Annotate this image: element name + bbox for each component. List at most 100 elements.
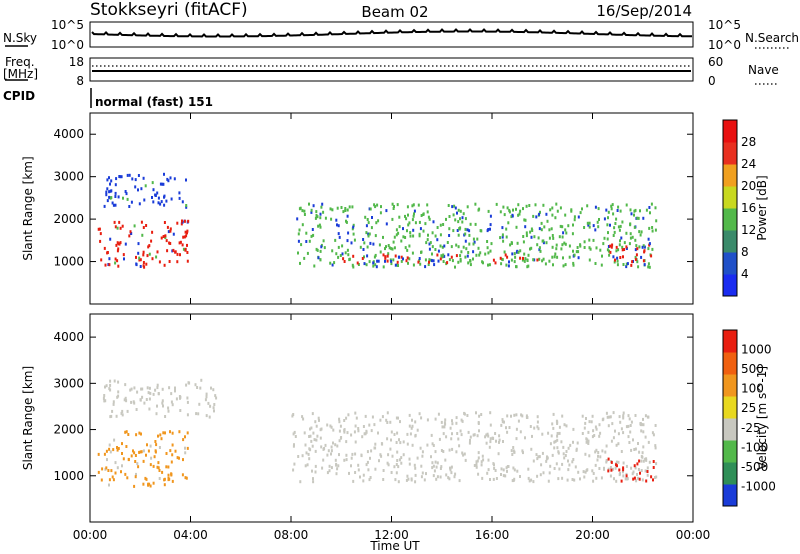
data-point bbox=[553, 467, 556, 470]
data-point bbox=[494, 469, 497, 472]
data-point bbox=[610, 207, 613, 211]
x-tick-label: 20:00 bbox=[575, 528, 610, 542]
data-point bbox=[627, 435, 630, 439]
data-point bbox=[592, 429, 595, 433]
data-point bbox=[576, 246, 579, 249]
data-point bbox=[515, 265, 517, 269]
data-point bbox=[605, 208, 608, 212]
data-point bbox=[607, 469, 610, 473]
data-point bbox=[432, 464, 435, 468]
data-point bbox=[156, 404, 158, 408]
data-point bbox=[186, 259, 189, 263]
data-point bbox=[340, 206, 343, 209]
data-point bbox=[579, 211, 582, 215]
data-point bbox=[372, 264, 375, 268]
data-point bbox=[142, 250, 145, 254]
data-point bbox=[564, 213, 567, 217]
data-point bbox=[408, 413, 411, 417]
data-point bbox=[170, 400, 173, 404]
data-point bbox=[613, 260, 616, 264]
data-point bbox=[297, 455, 300, 458]
data-point bbox=[634, 466, 637, 470]
data-point bbox=[569, 443, 572, 447]
data-point bbox=[379, 418, 382, 422]
data-point bbox=[457, 245, 460, 249]
data-point bbox=[136, 390, 139, 394]
data-point bbox=[558, 235, 561, 239]
data-point bbox=[519, 249, 522, 253]
data-point bbox=[389, 420, 392, 424]
data-point bbox=[633, 209, 636, 213]
data-point bbox=[562, 445, 565, 449]
data-point bbox=[124, 430, 127, 434]
data-point bbox=[478, 414, 481, 418]
data-point bbox=[418, 257, 421, 260]
data-point bbox=[633, 464, 636, 468]
data-point bbox=[612, 436, 615, 440]
data-point bbox=[572, 263, 575, 267]
data-point bbox=[622, 461, 625, 465]
data-point bbox=[431, 461, 434, 465]
data-point bbox=[428, 217, 431, 221]
data-point bbox=[565, 450, 568, 453]
data-point bbox=[121, 409, 124, 413]
data-point bbox=[414, 420, 417, 424]
data-point bbox=[139, 398, 142, 402]
data-point bbox=[105, 466, 108, 470]
data-point bbox=[122, 196, 124, 200]
colorbar-tick-label: 28 bbox=[741, 135, 756, 149]
data-point bbox=[426, 203, 429, 207]
data-point bbox=[164, 236, 167, 239]
data-point bbox=[526, 259, 529, 262]
data-point bbox=[487, 251, 490, 255]
data-point bbox=[170, 460, 173, 464]
data-point bbox=[585, 440, 588, 444]
data-point bbox=[302, 417, 305, 421]
data-point bbox=[357, 263, 360, 266]
data-point bbox=[539, 210, 541, 214]
data-point bbox=[391, 247, 394, 251]
data-point bbox=[143, 198, 146, 202]
data-point bbox=[554, 252, 557, 256]
data-point bbox=[555, 243, 558, 247]
x-tick-label: 00:00 bbox=[676, 528, 711, 542]
data-point bbox=[476, 459, 479, 463]
data-point bbox=[519, 209, 522, 213]
data-point bbox=[171, 431, 174, 435]
data-point bbox=[459, 217, 461, 221]
data-point bbox=[449, 466, 451, 470]
data-point bbox=[426, 418, 429, 422]
data-point bbox=[398, 215, 401, 219]
data-point bbox=[101, 467, 104, 471]
data-point bbox=[108, 195, 111, 199]
data-point bbox=[146, 443, 148, 447]
data-point bbox=[622, 414, 625, 418]
data-point bbox=[563, 423, 566, 427]
data-point bbox=[354, 424, 357, 428]
data-point bbox=[108, 257, 111, 261]
data-point bbox=[365, 263, 368, 267]
y-tick-label: 3000 bbox=[53, 376, 84, 390]
data-point bbox=[167, 230, 170, 234]
data-point bbox=[378, 243, 381, 247]
data-point bbox=[430, 433, 433, 437]
data-point bbox=[451, 259, 454, 263]
data-point bbox=[152, 464, 155, 468]
data-point bbox=[643, 263, 646, 267]
data-point bbox=[495, 477, 498, 480]
data-point bbox=[352, 225, 355, 229]
data-point bbox=[588, 225, 591, 229]
data-point bbox=[421, 454, 424, 458]
y-tick-label: 4000 bbox=[53, 127, 84, 141]
data-point bbox=[120, 175, 123, 179]
data-point bbox=[124, 383, 127, 387]
data-point bbox=[348, 258, 351, 262]
data-point bbox=[112, 400, 115, 404]
data-point bbox=[151, 257, 154, 261]
data-point bbox=[157, 466, 160, 470]
data-point bbox=[433, 263, 436, 267]
data-point bbox=[455, 243, 458, 247]
data-point bbox=[536, 474, 539, 478]
data-point bbox=[607, 424, 610, 428]
noise-right-label: N.Search bbox=[745, 31, 799, 45]
